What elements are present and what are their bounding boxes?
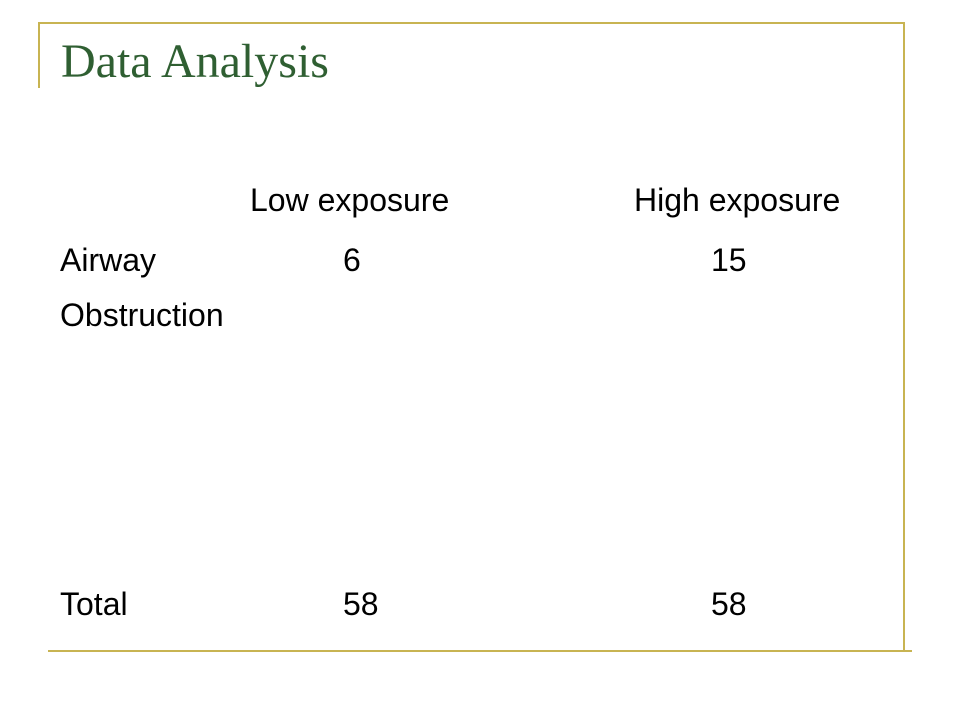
table-row-label-total: Total <box>60 586 128 622</box>
table-cell-airway-high-exposure: 15 <box>711 242 747 278</box>
table-cell-airway-low-exposure: 6 <box>343 242 361 278</box>
slide-frame-right-line <box>903 22 905 652</box>
table-cell-total-high-exposure: 58 <box>711 586 747 622</box>
table-row-label-airway: Airway <box>60 242 157 278</box>
slide-title: Data Analysis <box>61 35 329 88</box>
slide-frame-left-line <box>38 22 40 88</box>
table-cell-total-low-exposure: 58 <box>343 586 379 622</box>
table-header-high-exposure: High exposure <box>634 182 841 218</box>
table-row-label-obstruction: Obstruction <box>60 297 224 333</box>
slide-frame-top-line <box>38 22 904 24</box>
slide-frame-bottom-line <box>48 650 912 652</box>
table-header-low-exposure: Low exposure <box>250 182 450 218</box>
